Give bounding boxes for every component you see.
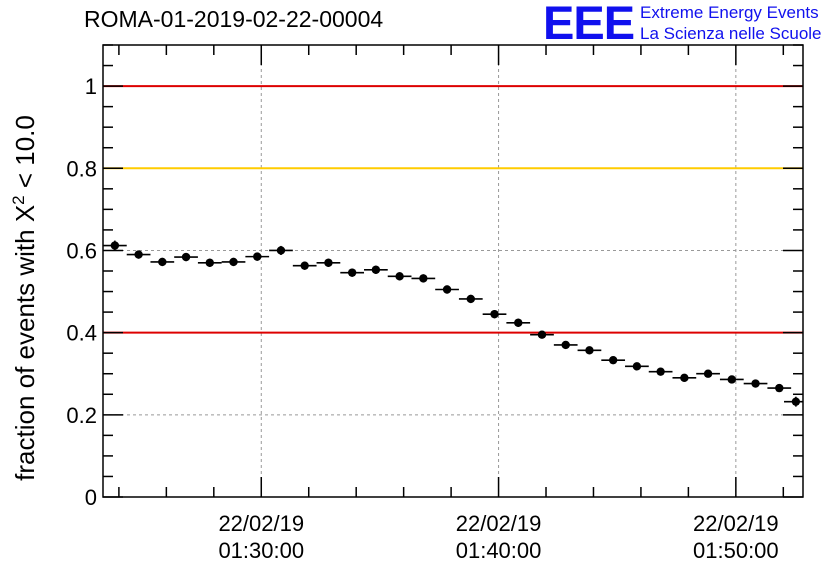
axis-ticks [103,44,803,498]
marker [561,340,570,350]
marker [371,265,381,274]
data-point [672,373,697,383]
marker [791,397,801,406]
x-tick-label-time: 01:30:00 [218,538,304,563]
marker [608,355,618,365]
logo-text: Extreme Energy Events La Scienza nelle S… [640,2,821,44]
chart-title: ROMA-01-2019-02-22-00004 [84,6,384,32]
data-point [221,257,246,267]
data-point [625,362,649,371]
y-axis-label: fraction of events with X2 < 10.0 [9,115,40,481]
data-point [103,240,127,251]
marker [442,285,452,294]
marker [727,375,737,384]
data-point [435,285,459,294]
marker [775,383,784,393]
marker [347,268,357,277]
data-point [743,379,768,388]
logo-line-1: Extreme Energy Events [640,3,819,22]
data-point [530,330,554,339]
data-point [458,294,483,304]
x-tick-label-date: 22/02/19 [218,511,304,536]
y-tick-label: 0.4 [66,321,97,346]
data-point [577,346,602,355]
marker [205,258,214,267]
marker [656,367,665,376]
grid [103,45,803,497]
plot-frame [102,44,804,498]
data-point [767,383,792,393]
eee-logo: EEE Extreme Energy Events La Scienza nel… [543,0,822,46]
marker [395,272,404,281]
marker [253,252,262,261]
data-point [316,258,341,267]
marker [324,258,333,267]
y-tick-label: 1 [85,74,97,99]
y-axis-label-sup: 2 [9,195,28,204]
data-point [601,355,626,365]
y-axis-label-tail: < 10.0 [10,115,40,195]
marker [276,246,286,255]
marker [680,373,689,383]
x-tick-labels: 22/02/1901:30:0022/02/1901:40:0022/02/19… [218,511,778,563]
logo-mark: EEE [543,0,635,49]
data-point [482,309,507,319]
marker [585,346,594,355]
data-point [387,272,412,281]
data-point [696,369,720,378]
marker [514,318,523,327]
y-tick-labels: 0 0.2 0.4 0.6 0.8 1 [66,74,97,510]
data-point [197,258,222,267]
marker [466,294,475,304]
data-point [292,261,317,270]
marker [134,250,143,259]
y-tick-label: 0.8 [66,156,97,181]
data-point [411,274,436,283]
marker [703,369,713,378]
marker [158,257,167,267]
x-tick-label-time: 01:50:00 [693,538,779,563]
marker [110,241,120,250]
data-point [648,367,673,376]
data-point [784,396,803,407]
marker [419,274,428,283]
marker [300,261,309,270]
x-tick-label-date: 22/02/19 [693,511,779,536]
marker [229,257,238,267]
data-point [364,265,388,274]
y-tick-label: 0 [85,485,97,510]
data-point [340,268,365,277]
data-point [245,252,270,261]
reference-lines [103,85,803,334]
marker [751,379,760,388]
data-point [553,340,578,350]
data-point [174,252,198,262]
data-point [126,250,151,259]
data-point [150,257,175,267]
y-axis-label-main: fraction of events with X [10,205,40,481]
marker [632,362,642,371]
data-point [269,245,293,255]
x-tick-label-date: 22/02/19 [456,511,542,536]
logo-line-2: La Scienza nelle Scuole [640,24,822,43]
marker [490,309,499,319]
marker [181,252,191,262]
data-point [719,375,744,384]
data-point [506,318,531,327]
y-tick-label: 0.2 [66,403,97,428]
data-points [103,240,803,407]
y-tick-label: 0.6 [66,238,97,263]
marker [537,330,547,339]
x-tick-label-time: 01:40:00 [456,538,542,563]
